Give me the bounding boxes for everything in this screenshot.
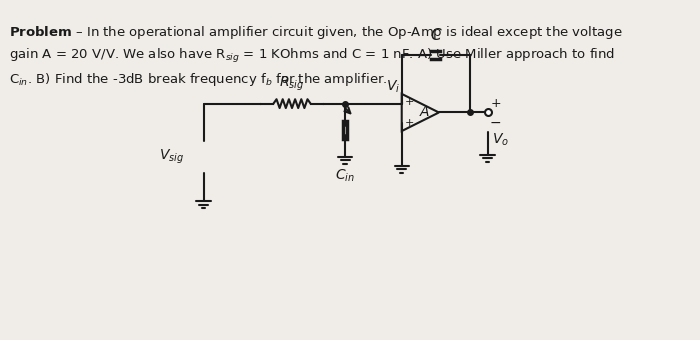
Text: V$_{sig}$: V$_{sig}$: [159, 148, 184, 166]
Text: −: −: [489, 116, 501, 130]
Text: A: A: [420, 105, 430, 119]
Text: +: +: [405, 97, 414, 107]
Text: $\bf{Problem}$ – In the operational amplifier circuit given, the Op-Amp is ideal: $\bf{Problem}$ – In the operational ampl…: [9, 24, 622, 88]
Text: +: +: [405, 118, 414, 128]
Text: C$_{in}$: C$_{in}$: [335, 167, 355, 184]
Text: V$_o$: V$_o$: [492, 132, 509, 148]
Text: R$_{sig}$: R$_{sig}$: [279, 75, 304, 93]
Text: V$_i$: V$_i$: [386, 78, 400, 95]
Text: +: +: [490, 97, 500, 110]
Text: C: C: [430, 28, 441, 42]
